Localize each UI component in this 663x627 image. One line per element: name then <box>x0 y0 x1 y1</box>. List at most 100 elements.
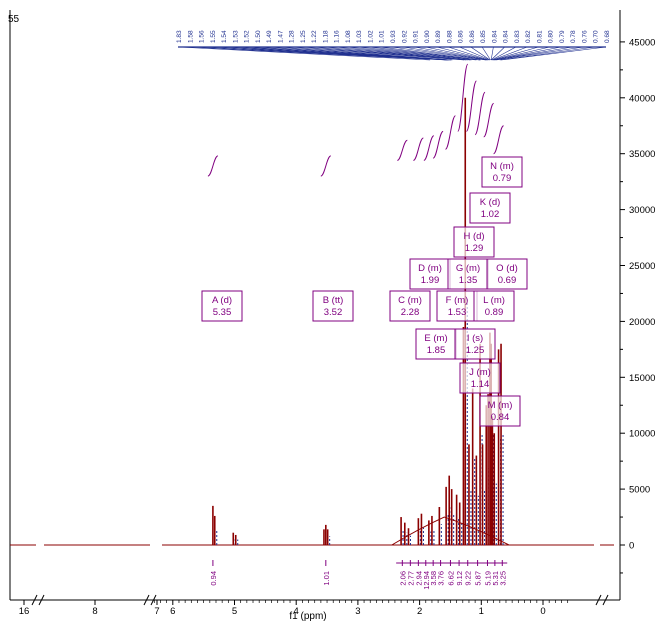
peak-label-connector <box>494 46 562 61</box>
multiplet-box <box>415 328 457 360</box>
peak-label: 1.53 <box>232 30 239 43</box>
peak-label: 0.83 <box>514 30 521 43</box>
integral-value: 2.94 <box>414 571 423 586</box>
peak-label: 0.84 <box>503 30 510 43</box>
peak-label-connector <box>499 46 595 61</box>
peak-label: 1.16 <box>334 30 341 43</box>
peak-label: 0.91 <box>413 30 420 43</box>
multiplet-name: G (m) <box>456 263 480 274</box>
x-tick-label: 1 <box>479 606 484 617</box>
axis-break-mark <box>595 594 602 606</box>
multiplet-shift: 1.99 <box>421 275 440 286</box>
peak-label: 0.90 <box>424 30 431 43</box>
peak-label-connector <box>313 46 468 61</box>
y-tick-label: 35000 <box>629 149 655 160</box>
x-tick-label: 0 <box>540 606 545 617</box>
x-tick-label: 3 <box>355 606 360 617</box>
integral-value: 3.76 <box>437 571 446 586</box>
peak-label-connector <box>492 46 528 61</box>
peak-label-connector <box>470 46 491 61</box>
peak-label: 0.68 <box>604 30 611 43</box>
peak-label: 0.93 <box>390 30 397 43</box>
multiplet-box <box>436 290 478 322</box>
peak-label-connector <box>490 46 494 61</box>
x-tick-label: 5 <box>232 606 237 617</box>
integral-curve <box>432 130 444 159</box>
integral-value: 6.62 <box>446 571 455 586</box>
peak-label: 0.76 <box>581 30 588 43</box>
multiplet-shift: 1.85 <box>427 345 446 356</box>
peak-label: 1.50 <box>255 30 262 43</box>
multiplet-box <box>201 290 243 322</box>
multiplet-box <box>469 192 511 224</box>
multiplet-name: E (m) <box>424 333 447 344</box>
peak-label-connector <box>403 46 487 61</box>
peak-label-connector <box>490 46 505 61</box>
peak-label: 1.08 <box>345 30 352 43</box>
multiplet-name: F (m) <box>446 295 469 306</box>
multiplet-name: A (d) <box>212 295 232 306</box>
peak-label-connector <box>501 46 607 61</box>
multiplet-box <box>481 156 523 188</box>
peak-label-connector <box>369 46 481 61</box>
peak-label-connector <box>380 46 481 61</box>
multiplet-box <box>479 395 521 427</box>
integral-curve <box>207 155 219 177</box>
x-tick-label: 16 <box>19 606 30 617</box>
peak-label: 0.85 <box>480 30 487 43</box>
axis-break-mark <box>31 594 38 606</box>
integral-curve <box>465 80 477 132</box>
peak-label-connector <box>448 46 489 61</box>
axis-break-mark <box>38 594 45 606</box>
multiplet-box <box>453 226 495 258</box>
axes-layer: 0 5000 10000 15000 20000 25000 30000 35000 40000… <box>9 10 655 617</box>
integral-curve <box>444 115 456 150</box>
corner-label: 55 <box>8 14 20 25</box>
multiplet-shift: 3.52 <box>324 307 343 318</box>
multiplet-name: N (m) <box>490 161 514 172</box>
peak-label-connector <box>493 46 550 61</box>
x-tick-label: 6 <box>170 606 175 617</box>
multiplet-box <box>312 290 354 322</box>
peak-label: 0.86 <box>469 30 476 43</box>
multiplet-name: I (s) <box>467 333 483 344</box>
integral-value: 2.06 <box>398 571 407 586</box>
x-tick-label: 4 <box>294 606 299 617</box>
integral-value: 3.58 <box>429 571 438 586</box>
peak-label: 1.22 <box>311 30 318 43</box>
peak-label: 0.89 <box>435 30 442 43</box>
multiplet-box <box>473 290 515 322</box>
x-tick-label: 8 <box>92 606 97 617</box>
multiplet-shift: 1.53 <box>448 307 467 318</box>
spectrum-layer <box>10 97 614 546</box>
integral-curve <box>493 125 505 155</box>
multiplet-shift: 0.79 <box>493 173 512 184</box>
integral-value: 3.25 <box>498 571 507 586</box>
peak-label: 1.52 <box>244 30 251 43</box>
y-tick-label: 0 <box>629 541 634 552</box>
peak-label-connector <box>391 46 486 61</box>
y-tick-label: 45000 <box>629 37 655 48</box>
peak-label-connector <box>414 46 487 61</box>
y-tick-label: 20000 <box>629 317 655 328</box>
spectrum-envelope <box>391 516 510 546</box>
multiplet-shift: 1.14 <box>471 379 490 390</box>
peak-label: 0.82 <box>525 30 532 43</box>
integral-curve <box>413 137 424 161</box>
multiplet-shift: 0.89 <box>485 307 504 318</box>
multiplet-name: K (d) <box>480 197 501 208</box>
integral-curve <box>423 135 435 161</box>
integral-curve <box>320 155 332 177</box>
multiplet-name: H (d) <box>463 231 484 242</box>
peak-label-connector <box>425 46 488 61</box>
peak-label: 1.28 <box>289 30 296 43</box>
integral-value: 5.31 <box>491 571 500 586</box>
peak-label: 1.56 <box>199 30 206 43</box>
peak-label-connector <box>436 46 489 61</box>
peak-label-connector <box>481 46 491 61</box>
y-tick-label: 5000 <box>629 485 650 496</box>
multiplet-box <box>459 362 501 394</box>
multiplet-shift: 5.35 <box>213 307 232 318</box>
axis-break-mark <box>143 594 150 606</box>
peak-label: 0.88 <box>446 30 453 43</box>
